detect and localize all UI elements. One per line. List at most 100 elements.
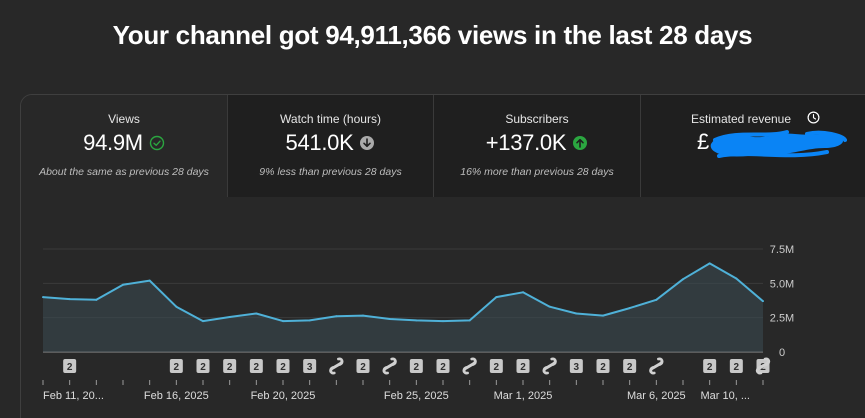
upload-marker[interactable]: 2 — [516, 359, 530, 373]
upload-marker[interactable]: 2 — [596, 359, 610, 373]
upload-count: 2 — [227, 362, 233, 373]
data-point[interactable] — [495, 296, 498, 299]
upload-count: 2 — [600, 362, 606, 373]
tab-watch-time-note: 9% less than previous 28 days — [259, 166, 402, 178]
shorts-icon[interactable] — [649, 357, 664, 375]
shorts-icon[interactable] — [382, 357, 397, 375]
data-point[interactable] — [42, 296, 44, 299]
tab-subscribers-label: Subscribers — [505, 112, 569, 126]
data-point[interactable] — [362, 314, 364, 317]
upload-marker[interactable]: 2 — [249, 359, 263, 373]
shorts-icon[interactable] — [329, 357, 344, 375]
clock-icon — [807, 111, 820, 124]
tab-watch-time-label: Watch time (hours) — [280, 112, 381, 126]
upload-count: 2 — [520, 362, 526, 373]
data-point[interactable] — [708, 262, 711, 265]
series-layer — [42, 262, 764, 352]
shorts-icon[interactable] — [462, 357, 477, 375]
upload-marker[interactable]: 2 — [729, 359, 743, 373]
analytics-card: Views 94.9M About the same as previous 2… — [20, 94, 865, 418]
upload-count: 2 — [67, 362, 73, 373]
tab-views-value: 94.9M — [83, 130, 143, 155]
x-tick-label: Feb 16, 2025 — [144, 390, 209, 402]
data-point[interactable] — [335, 315, 338, 318]
tab-subscribers[interactable]: Subscribers +137.0K 16% more than previo… — [434, 95, 641, 197]
y-tick-label: 2.5M — [770, 313, 794, 325]
redaction-scribble — [710, 130, 847, 158]
tab-estimated-revenue[interactable]: Estimated revenue £ — [641, 95, 865, 197]
data-point[interactable] — [175, 305, 178, 308]
x-tick-label: Feb 11, 20... — [43, 390, 104, 402]
x-tick-label: Feb 20, 2025 — [251, 390, 316, 402]
upload-marker[interactable]: 3 — [569, 359, 583, 373]
views-area — [43, 263, 763, 352]
upload-count: 2 — [494, 362, 500, 373]
data-point[interactable] — [415, 319, 418, 322]
tab-views-note: About the same as previous 28 days — [39, 166, 209, 178]
x-tick-label: Mar 1, 2025 — [494, 390, 553, 402]
upload-count: 2 — [627, 362, 633, 373]
tab-revenue-label: Estimated revenue — [690, 112, 792, 126]
data-point[interactable] — [522, 291, 524, 294]
tab-watch-time-value-row: 541.0K — [228, 129, 433, 157]
data-point[interactable] — [68, 298, 71, 301]
data-point[interactable] — [388, 318, 391, 321]
data-point[interactable] — [202, 320, 204, 323]
data-point[interactable] — [95, 298, 98, 301]
upload-marker[interactable]: 2 — [703, 359, 717, 373]
arrow-down-circle-icon — [360, 136, 375, 150]
x-tick-label: Mar 6, 2025 — [627, 390, 686, 402]
upload-marker[interactable]: 2 — [409, 359, 423, 373]
upload-count: 2 — [254, 362, 260, 373]
tab-views-value-row: 94.9M — [21, 129, 227, 157]
data-point[interactable] — [602, 314, 604, 317]
shorts-icon[interactable] — [542, 357, 557, 375]
upload-marker[interactable]: 2 — [196, 359, 210, 373]
upload-marker[interactable]: 3 — [303, 359, 317, 373]
upload-count: 2 — [174, 362, 180, 373]
upload-count: 2 — [414, 362, 420, 373]
data-point[interactable] — [228, 315, 231, 318]
data-point[interactable] — [148, 279, 151, 282]
data-point[interactable] — [122, 283, 124, 286]
data-point[interactable] — [308, 319, 311, 322]
data-point[interactable] — [442, 320, 444, 323]
data-point[interactable] — [548, 305, 551, 308]
metric-tabs: Views 94.9M About the same as previous 2… — [21, 95, 865, 197]
data-point[interactable] — [762, 300, 764, 303]
upload-marker[interactable]: 2 — [169, 359, 183, 373]
upload-count: 2 — [200, 362, 206, 373]
tab-views-label: Views — [108, 112, 140, 126]
data-point[interactable] — [468, 319, 471, 322]
data-point[interactable] — [655, 298, 658, 301]
upload-marker[interactable]: 2 — [623, 359, 637, 373]
upload-marker[interactable]: 2 — [223, 359, 237, 373]
x-tick-label: Feb 25, 2025 — [384, 390, 449, 402]
tab-revenue-currency: £ — [697, 129, 710, 154]
shorts-icon[interactable] — [755, 357, 771, 375]
upload-marker[interactable]: 2 — [63, 359, 77, 373]
data-point[interactable] — [628, 307, 631, 310]
data-point[interactable] — [735, 277, 738, 280]
data-point[interactable] — [575, 312, 578, 315]
views-line — [42, 262, 764, 323]
data-point[interactable] — [682, 278, 684, 281]
tab-subscribers-note: 16% more than previous 28 days — [460, 166, 614, 178]
x-tick-label: Mar 10, ... — [700, 390, 750, 402]
upload-marker[interactable]: 2 — [356, 359, 370, 373]
upload-marker[interactable]: 2 — [276, 359, 290, 373]
y-tick-label: 5.0M — [770, 278, 794, 290]
upload-marker[interactable]: 2 — [489, 359, 503, 373]
tab-watch-time[interactable]: Watch time (hours) 541.0K 9% less than p… — [228, 95, 434, 197]
upload-count: 2 — [707, 362, 713, 373]
x-axis-labels: Feb 11, 20... Feb 16, 2025 Feb 20, 2025 Feb… — [42, 380, 764, 402]
upload-marker[interactable]: 2 — [436, 359, 450, 373]
upload-count: 2 — [360, 362, 366, 373]
tab-views[interactable]: Views 94.9M About the same as previous 2… — [21, 95, 228, 197]
upload-count: 3 — [307, 362, 313, 373]
data-point[interactable] — [282, 320, 284, 323]
data-point[interactable] — [255, 312, 258, 315]
upload-count: 2 — [734, 362, 740, 373]
